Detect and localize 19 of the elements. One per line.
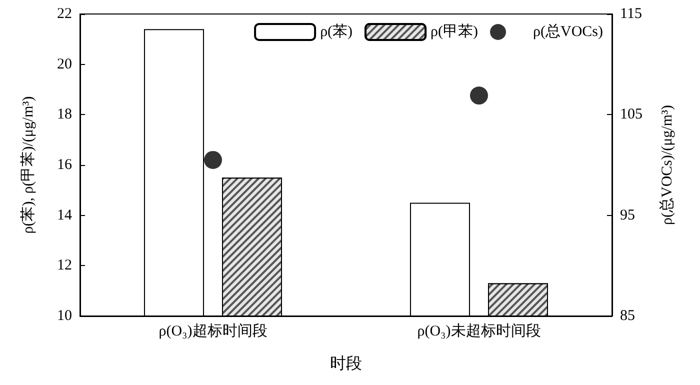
- y2-tick-label: 105: [620, 106, 642, 123]
- x-axis-title: 时段: [330, 354, 362, 372]
- legend-label: ρ(苯): [320, 23, 353, 40]
- y2-tick-label: 115: [620, 6, 642, 22]
- y2-axis-title: ρ(总VOCs)/(μg/m³): [658, 104, 676, 226]
- x-tick-label: ρ(O₃)超标时间段: [158, 322, 268, 340]
- y-tick-label: 20: [57, 56, 72, 72]
- y2-tick-label: 95: [620, 207, 635, 224]
- y-tick-label: 16: [57, 157, 72, 173]
- y-axis-title: ρ(苯), ρ(甲苯)/(μg/m³): [20, 96, 36, 234]
- y-tick-label: 10: [57, 308, 72, 324]
- legend-label: ρ(总VOCs): [533, 23, 604, 40]
- y-tick-label: 18: [57, 106, 72, 123]
- y-tick-label: 14: [57, 207, 72, 224]
- x-tick-label: ρ(O₃)未超标时间段: [417, 322, 541, 340]
- y-tick-label: 12: [57, 258, 72, 274]
- y2-tick-label: 85: [620, 308, 635, 324]
- legend-label: ρ(甲苯): [430, 23, 478, 40]
- y-tick-label: 22: [57, 6, 72, 22]
